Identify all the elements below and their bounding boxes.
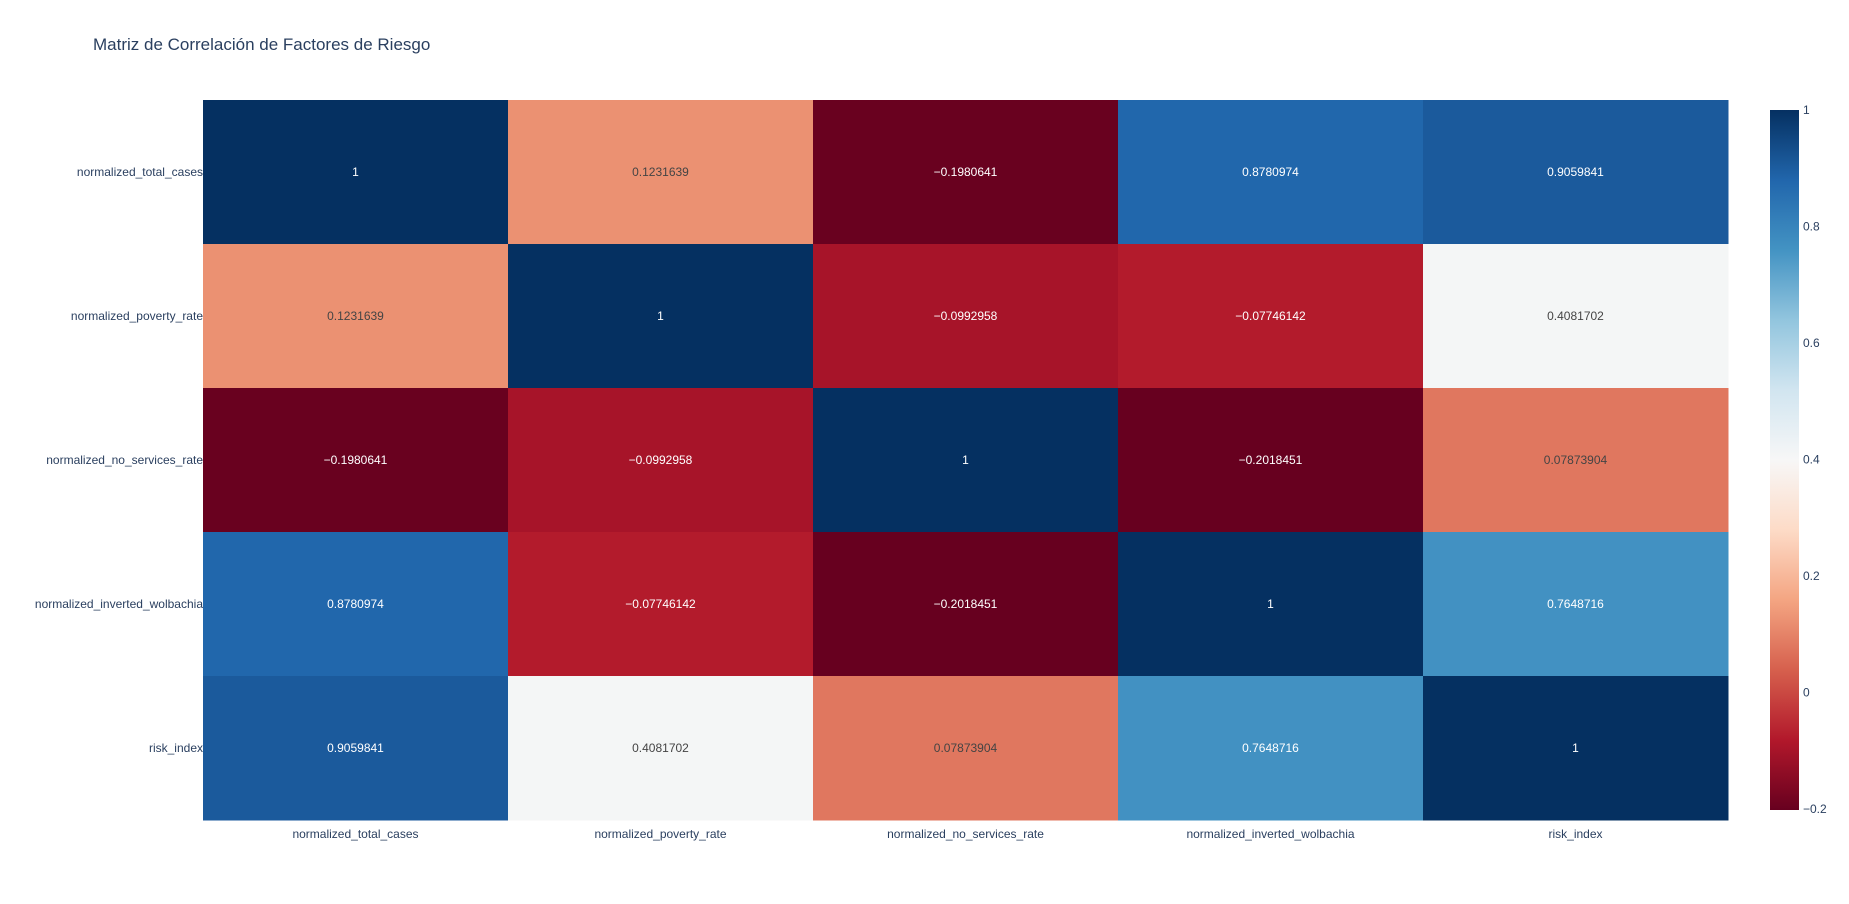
y-tick-label: normalized_poverty_rate (71, 309, 203, 323)
y-tick-label: normalized_no_services_rate (46, 453, 203, 467)
cell-value-label: 0.7648716 (1547, 597, 1604, 611)
heatmap-cell[interactable] (508, 244, 814, 389)
colorbar-tick-label: 0 (1803, 685, 1810, 699)
cell-value-label: 0.4081702 (632, 741, 689, 755)
colorbar: 1 0.8 0.6 0.4 0.2 0 −0.2 (1770, 103, 1827, 816)
x-tick-label: normalized_total_cases (292, 827, 418, 841)
heatmap-cell[interactable] (203, 100, 509, 245)
y-axis: normalized_total_cases normalized_poverty… (35, 165, 203, 755)
heatmap-cell[interactable] (508, 532, 814, 677)
cell-value-label: 0.07873904 (934, 741, 998, 755)
heatmap-cell[interactable] (1118, 388, 1424, 533)
x-tick-label: normalized_inverted_wolbachia (1186, 827, 1354, 841)
cell-value-label: −0.07746142 (1235, 309, 1306, 323)
cell-value-label: 0.7648716 (1242, 741, 1299, 755)
heatmap-cell[interactable] (1118, 100, 1424, 245)
cell-value-label: 0.4081702 (1547, 309, 1604, 323)
heatmap-cells (203, 100, 1729, 821)
cell-value-label: 1 (962, 453, 969, 467)
heatmap-cell[interactable] (1423, 532, 1729, 677)
y-tick-label: risk_index (149, 741, 203, 755)
heatmap-cell[interactable] (508, 100, 814, 245)
heatmap-cell[interactable] (813, 532, 1119, 677)
cell-value-label: 0.07873904 (1544, 453, 1608, 467)
cell-value-label: −0.0992958 (934, 309, 998, 323)
x-tick-label: normalized_no_services_rate (887, 827, 1044, 841)
cell-value-label: 1 (657, 309, 664, 323)
cell-value-label: 1 (1267, 597, 1274, 611)
cell-value-label: −0.1980641 (324, 453, 388, 467)
heatmap-cell[interactable] (813, 100, 1119, 245)
colorbar-tick-label: 0.8 (1803, 219, 1820, 233)
colorbar-tick-label: 0.2 (1803, 569, 1820, 583)
cell-value-label: 0.9059841 (327, 741, 384, 755)
x-axis: normalized_total_cases normalized_poverty… (292, 827, 1602, 841)
heatmap-cell[interactable] (203, 676, 509, 821)
y-tick-label: normalized_inverted_wolbachia (35, 597, 203, 611)
colorbar-tick-label: −0.2 (1803, 802, 1827, 816)
heatmap-cell[interactable] (813, 676, 1119, 821)
colorbar-tick-label: 0.4 (1803, 452, 1820, 466)
heatmap-cell[interactable] (203, 532, 509, 677)
heatmap-cell[interactable] (203, 388, 509, 533)
colorbar-gradient (1770, 110, 1799, 810)
x-tick-label: risk_index (1548, 827, 1602, 841)
cell-value-label: −0.2018451 (1239, 453, 1303, 467)
heatmap-cell[interactable] (508, 388, 814, 533)
y-tick-label: normalized_total_cases (77, 165, 203, 179)
heatmap-cell[interactable] (813, 388, 1119, 533)
cell-value-label: −0.07746142 (625, 597, 696, 611)
cell-value-label: 1 (352, 165, 359, 179)
colorbar-tick-label: 0.6 (1803, 336, 1820, 350)
cell-value-label: 0.9059841 (1547, 165, 1604, 179)
cell-value-label: −0.1980641 (934, 165, 998, 179)
heatmap-cell[interactable] (1423, 388, 1729, 533)
heatmap-cell[interactable] (1118, 676, 1424, 821)
x-tick-label: normalized_poverty_rate (594, 827, 726, 841)
cell-value-label: −0.0992958 (629, 453, 693, 467)
cell-value-label: 1 (1572, 741, 1579, 755)
cell-value-label: 0.1231639 (632, 165, 689, 179)
heatmap-cell[interactable] (508, 676, 814, 821)
heatmap-cell[interactable] (1118, 244, 1424, 389)
cell-value-label: −0.2018451 (934, 597, 998, 611)
colorbar-tick-label: 1 (1803, 103, 1810, 117)
heatmap-cell[interactable] (203, 244, 509, 389)
cell-value-label: 0.8780974 (327, 597, 384, 611)
cell-value-label: 0.1231639 (327, 309, 384, 323)
heatmap-cell[interactable] (1423, 244, 1729, 389)
heatmap-cell[interactable] (1423, 100, 1729, 245)
cell-value-label: 0.8780974 (1242, 165, 1299, 179)
heatmap-cell[interactable] (1118, 532, 1424, 677)
heatmap-cell[interactable] (1423, 676, 1729, 821)
heatmap-cell-labels: 1 0.1231639 −0.1980641 0.8780974 0.9059841 0.… (324, 165, 1608, 755)
chart-title: Matriz de Correlación de Factores de Rie… (93, 35, 430, 54)
heatmap-cell[interactable] (813, 244, 1119, 389)
